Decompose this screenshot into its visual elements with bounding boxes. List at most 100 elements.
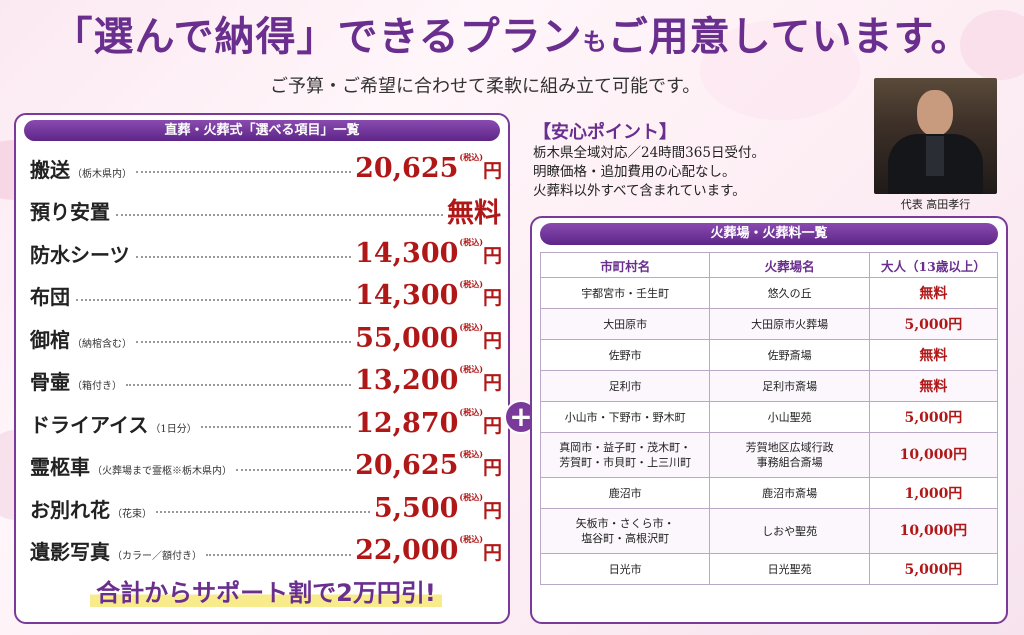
item-yen: 円 <box>482 329 502 352</box>
representative-photo-shirt <box>926 136 944 176</box>
hall-name: 日光聖苑 <box>767 563 812 576</box>
headline-mo: も <box>582 27 608 56</box>
hall-name-line2: 事務組合斎場 <box>756 456 823 469</box>
city-cell: 宇都宮市・壬生町 <box>539 277 711 309</box>
item-yen: 円 <box>482 414 502 437</box>
item-name-text: 霊柩車 <box>30 455 90 480</box>
representative-photo <box>874 78 997 194</box>
leader-dots <box>156 511 370 514</box>
headline-main: 「選んで納得」できるプラン <box>52 13 583 60</box>
decorative-petal <box>960 10 1024 80</box>
fee-cell: 無料 <box>868 277 999 309</box>
item-price-value: 14,300 <box>355 237 459 269</box>
item-tax-label: (税込) <box>459 151 483 162</box>
leader-dots <box>136 171 352 174</box>
city-name-line2: 芳賀町・市貝町・上三川町 <box>559 456 692 469</box>
hall-cell: 日光聖苑 <box>709 553 870 585</box>
item-tax-label: (税込) <box>459 236 483 247</box>
city-name: 宇都宮市・壬生町 <box>581 287 670 300</box>
assurance-line: 火葬料以外すべて含まれています。 <box>533 183 746 199</box>
assurance-line: 明瞭価格・追加費用の心配なし。 <box>533 164 736 180</box>
table-row: 大田原市 大田原市火葬場 5,000円 <box>539 308 999 340</box>
item-row: 御棺 （納棺含む） 55,000(税込)円 <box>30 317 502 360</box>
item-name: 骨壷 （箱付き） <box>30 366 122 395</box>
item-yen: 円 <box>482 372 502 395</box>
page-subline: ご予算・ご希望に合わせて柔軟に組み立て可能です。 <box>270 76 701 97</box>
item-name: 預り安置 <box>30 196 112 225</box>
fee-cell: 5,000円 <box>868 401 999 433</box>
hall-name: 芳賀地区広域行政 <box>745 441 834 454</box>
hall-cell: 悠久の丘 <box>709 277 870 309</box>
item-price-value: 20,625 <box>355 152 459 184</box>
item-price-value: 14,300 <box>355 280 459 312</box>
item-note: （1日分） <box>150 423 197 435</box>
item-name: 布団 <box>30 281 72 310</box>
table-row: 足利市 足利市斎場 無料 <box>539 370 999 402</box>
leader-dots <box>76 298 352 301</box>
city-cell: 日光市 <box>539 553 711 585</box>
item-yen: 円 <box>482 244 502 267</box>
item-name-text: 骨壷 <box>30 370 70 395</box>
item-name: 御棺 （納棺含む） <box>30 324 132 353</box>
headline-end: ご用意しています。 <box>607 13 972 60</box>
item-yen: 円 <box>482 287 502 310</box>
hall-cell: 大田原市火葬場 <box>709 308 870 340</box>
item-price: 14,300(税込)円 <box>355 280 502 311</box>
item-name: ドライアイス （1日分） <box>30 409 197 438</box>
city-name: 真岡市・益子町・茂木町・ <box>559 441 692 454</box>
item-note: （花束） <box>112 508 152 520</box>
leader-dots <box>116 213 443 216</box>
representative-photo-head <box>917 90 953 136</box>
item-tax-label: (税込) <box>459 321 483 332</box>
support-discount-highlight: 合計からサポート割で2万円引! <box>90 579 442 607</box>
item-row: お別れ花 （花束） 5,500(税込)円 <box>30 487 502 530</box>
city-name: 佐野市 <box>608 349 642 362</box>
item-tax-label: (税込) <box>459 449 483 460</box>
city-cell: 大田原市 <box>539 308 711 340</box>
leader-dots <box>136 341 352 344</box>
table-row: 鹿沼市 鹿沼市斎場 1,000円 <box>539 477 999 509</box>
item-row: 防水シーツ 14,300(税込)円 <box>30 232 502 275</box>
item-tax-label: (税込) <box>459 534 483 545</box>
item-yen: 円 <box>482 542 502 565</box>
item-name: 防水シーツ <box>30 239 132 268</box>
column-header-hall: 火葬場名 <box>709 252 870 278</box>
table-row: 宇都宮市・壬生町 悠久の丘 無料 <box>539 277 999 309</box>
item-note: （箱付き） <box>72 381 122 393</box>
item-yen: 円 <box>482 159 502 182</box>
item-price: 55,000(税込)円 <box>355 323 502 354</box>
hall-name: 佐野斎場 <box>767 349 812 362</box>
crematorium-fee-title: 火葬場・火葬料一覧 <box>540 223 998 245</box>
item-price: 14,300(税込)円 <box>355 238 502 269</box>
item-tax-label: (税込) <box>459 491 483 502</box>
item-tax-label: (税込) <box>459 364 483 375</box>
hall-cell: 佐野斎場 <box>709 339 870 371</box>
assurance-line: 栃木県全域対応／24時間365日受付。 <box>533 145 765 161</box>
item-name: お別れ花 （花束） <box>30 494 152 523</box>
city-name: 小山市・下野市・野木町 <box>564 411 686 424</box>
hall-cell: 鹿沼市斎場 <box>709 477 870 509</box>
crematorium-fee-panel: 火葬場・火葬料一覧 市町村名 火葬場名 大人（13歳以上） 宇都宮市・壬生町 悠久… <box>530 216 1008 624</box>
leader-dots <box>135 256 352 259</box>
item-tax-label: (税込) <box>459 406 483 417</box>
city-name: 足利市 <box>608 380 642 393</box>
page-headline: 「選んで納得」できるプランもご用意しています。 <box>0 4 1024 62</box>
item-row: 預り安置 無料 <box>30 190 502 233</box>
hall-cell: 芳賀地区広域行政 事務組合斎場 <box>709 432 870 478</box>
item-yen: 円 <box>482 499 502 522</box>
leader-dots <box>206 553 352 556</box>
item-name-text: お別れ花 <box>30 497 110 522</box>
selectable-items-panel: 直葬・火葬式「選べる項目」一覧 搬送 （栃木県内） 20,625(税込)円 預り安置無… <box>14 113 510 624</box>
assurance-points: 【安心ポイント】 栃木県全域対応／24時間365日受付。 明瞭価格・追加費用の心… <box>533 118 765 201</box>
representative-caption: 代表 高田孝行 <box>900 198 971 211</box>
item-name-text: 搬送 <box>30 157 70 182</box>
city-name: 日光市 <box>608 563 642 576</box>
item-note: （栃木県内） <box>72 168 132 180</box>
assurance-title: 【安心ポイント】 <box>533 122 677 143</box>
city-cell: 鹿沼市 <box>539 477 711 509</box>
city-name-line2: 塩谷町・高根沢町 <box>581 532 670 545</box>
table-row: 日光市 日光聖苑 5,000円 <box>539 553 999 585</box>
fee-cell: 無料 <box>868 339 999 371</box>
city-cell: 足利市 <box>539 370 711 402</box>
hall-cell: しおや聖苑 <box>709 508 870 554</box>
